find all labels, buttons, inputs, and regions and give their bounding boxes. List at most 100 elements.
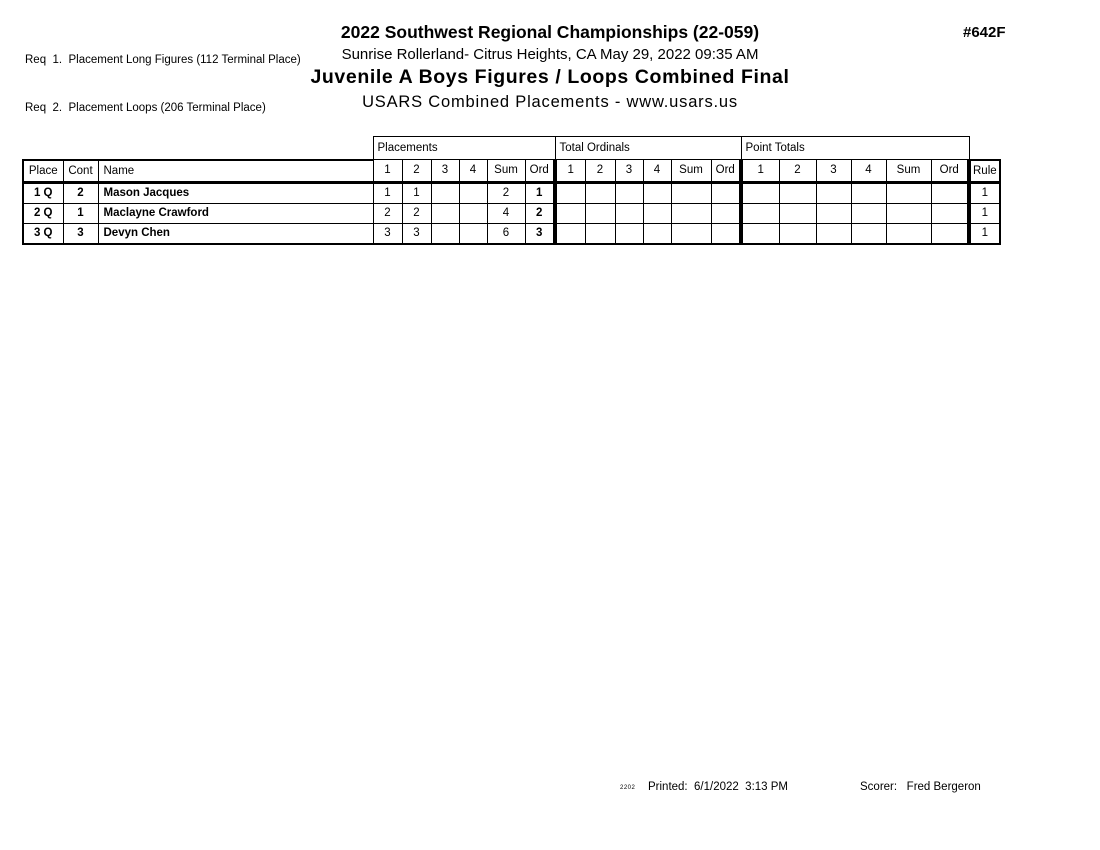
total-ordinals-cell-6 xyxy=(710,181,742,204)
venue-date-line: Sunrise Rollerland- Citrus Heights, CA M… xyxy=(341,46,759,64)
org-subtitle: USARS Combined Placements - www.usars.us xyxy=(362,92,738,111)
total-ordinals-cell-2 xyxy=(584,202,616,224)
point-totals-cell-3 xyxy=(815,202,852,224)
scorer-gap xyxy=(897,781,907,793)
header-rule: Rule xyxy=(967,158,1001,184)
header-ordinals-4: 4 xyxy=(642,159,672,184)
header-points-sum: Sum xyxy=(885,159,932,184)
placements-cell-6: 1 xyxy=(524,181,556,204)
total-ordinals-cell-3 xyxy=(614,222,644,245)
point-totals-cell-3 xyxy=(815,222,852,245)
point-totals-cell-1 xyxy=(739,222,780,245)
rule-cell: 1 xyxy=(967,222,1001,245)
placements-cell-1: 2 xyxy=(372,202,403,224)
point-totals-cell-1 xyxy=(739,202,780,224)
placements-cell-3 xyxy=(430,181,460,204)
title-block: 2022 Southwest Regional Championships (2… xyxy=(0,22,1100,112)
placements-cell-4 xyxy=(458,202,488,224)
placements-cell-5: 2 xyxy=(486,181,526,204)
header-points-2: 2 xyxy=(778,159,817,184)
point-totals-cell-5 xyxy=(885,222,932,245)
cont-cell: 1 xyxy=(62,202,99,224)
name-cell: Devyn Chen xyxy=(97,222,374,245)
total-ordinals-cell-3 xyxy=(614,181,644,204)
header-ordinals-sum: Sum xyxy=(670,159,712,184)
point-totals-cell-2 xyxy=(778,202,817,224)
placements-cell-2: 2 xyxy=(401,202,432,224)
total-ordinals-cell-1 xyxy=(553,181,586,204)
total-ordinals-cell-5 xyxy=(670,202,712,224)
header-placements-sum: Sum xyxy=(486,159,526,184)
table-row: 2 Q 1 Maclayne Crawford 2 2 4 2 1 xyxy=(22,202,1001,224)
req-line-2: Req 2. Placement Loops (206 Terminal Pla… xyxy=(25,102,266,114)
placements-cell-3 xyxy=(430,202,460,224)
header-points-4: 4 xyxy=(850,159,887,184)
header-placements-2: 2 xyxy=(401,159,432,184)
point-totals-cell-6 xyxy=(930,202,970,224)
total-ordinals-cell-6 xyxy=(710,222,742,245)
header-ordinals-ord: Ord xyxy=(710,159,742,184)
point-totals-cell-1 xyxy=(739,181,780,204)
header-ordinals-2: 2 xyxy=(584,159,616,184)
total-ordinals-cell-4 xyxy=(642,202,672,224)
header-points-1: 1 xyxy=(739,159,780,184)
point-totals-cell-6 xyxy=(930,181,970,204)
name-cell: Maclayne Crawford xyxy=(97,202,374,224)
table-row: 1 Q 2 Mason Jacques 1 1 2 1 1 xyxy=(22,181,1001,204)
scorer-value: Fred Bergeron xyxy=(906,781,981,793)
point-totals-cell-5 xyxy=(885,202,932,224)
placements-cell-5: 6 xyxy=(486,222,526,245)
group-header-placements: Placements xyxy=(372,136,556,160)
column-header-row: Place Cont Name 1 2 3 4 Sum Ord 1 2 3 4 … xyxy=(22,158,1001,184)
group-header-row: Placements Total Ordinals Point Totals xyxy=(23,136,1000,160)
req-line-1: Req 1. Placement Long Figures (112 Termi… xyxy=(25,54,301,66)
total-ordinals-cell-3 xyxy=(614,202,644,224)
group-spacer-left xyxy=(23,137,373,160)
total-ordinals-cell-1 xyxy=(553,222,586,245)
header-cont: Cont xyxy=(62,158,99,184)
group-spacer-right xyxy=(969,137,1000,160)
total-ordinals-cell-4 xyxy=(642,222,672,245)
header-placements-4: 4 xyxy=(458,159,488,184)
group-header-point-totals: Point Totals xyxy=(740,136,970,160)
cont-cell: 2 xyxy=(62,181,99,204)
printed-value: 6/1/2022 3:13 PM xyxy=(694,781,789,793)
place-cell: 1 Q xyxy=(22,181,64,204)
header-ordinals-1: 1 xyxy=(553,159,586,184)
version-mark: 2202 xyxy=(620,785,636,791)
group-header-total-ordinals: Total Ordinals xyxy=(554,136,742,160)
rule-cell: 1 xyxy=(967,202,1001,224)
printed-label: Printed: xyxy=(648,781,688,793)
total-ordinals-cell-2 xyxy=(584,222,616,245)
results-table: Placements Total Ordinals Point Totals P… xyxy=(22,136,1001,245)
place-cell: 3 Q xyxy=(22,222,64,245)
championship-title: 2022 Southwest Regional Championships (2… xyxy=(340,22,760,42)
header-placements-ord: Ord xyxy=(524,159,556,184)
point-totals-cell-4 xyxy=(850,202,887,224)
place-cell: 2 Q xyxy=(22,202,64,224)
point-totals-cell-2 xyxy=(778,181,817,204)
scorer-label: Scorer: xyxy=(860,781,898,793)
point-totals-cell-5 xyxy=(885,181,932,204)
cont-cell: 3 xyxy=(62,222,99,245)
placements-cell-1: 3 xyxy=(372,222,403,245)
point-totals-cell-4 xyxy=(850,222,887,245)
total-ordinals-cell-6 xyxy=(710,202,742,224)
event-title: Juvenile A Boys Figures / Loops Combined… xyxy=(310,66,790,89)
total-ordinals-cell-2 xyxy=(584,181,616,204)
placements-cell-3 xyxy=(430,222,460,245)
point-totals-cell-4 xyxy=(850,181,887,204)
point-totals-cell-2 xyxy=(778,222,817,245)
header-points-ord: Ord xyxy=(930,159,970,184)
header-ordinals-3: 3 xyxy=(614,159,644,184)
header-points-3: 3 xyxy=(815,159,852,184)
results-table-container: Placements Total Ordinals Point Totals P… xyxy=(22,136,1001,245)
total-ordinals-cell-5 xyxy=(670,222,712,245)
placements-cell-6: 2 xyxy=(524,202,556,224)
header-placements-3: 3 xyxy=(430,159,460,184)
placements-cell-1: 1 xyxy=(372,181,403,204)
total-ordinals-cell-1 xyxy=(553,202,586,224)
total-ordinals-cell-4 xyxy=(642,181,672,204)
placements-cell-5: 4 xyxy=(486,202,526,224)
event-code: #642F xyxy=(963,24,1006,41)
